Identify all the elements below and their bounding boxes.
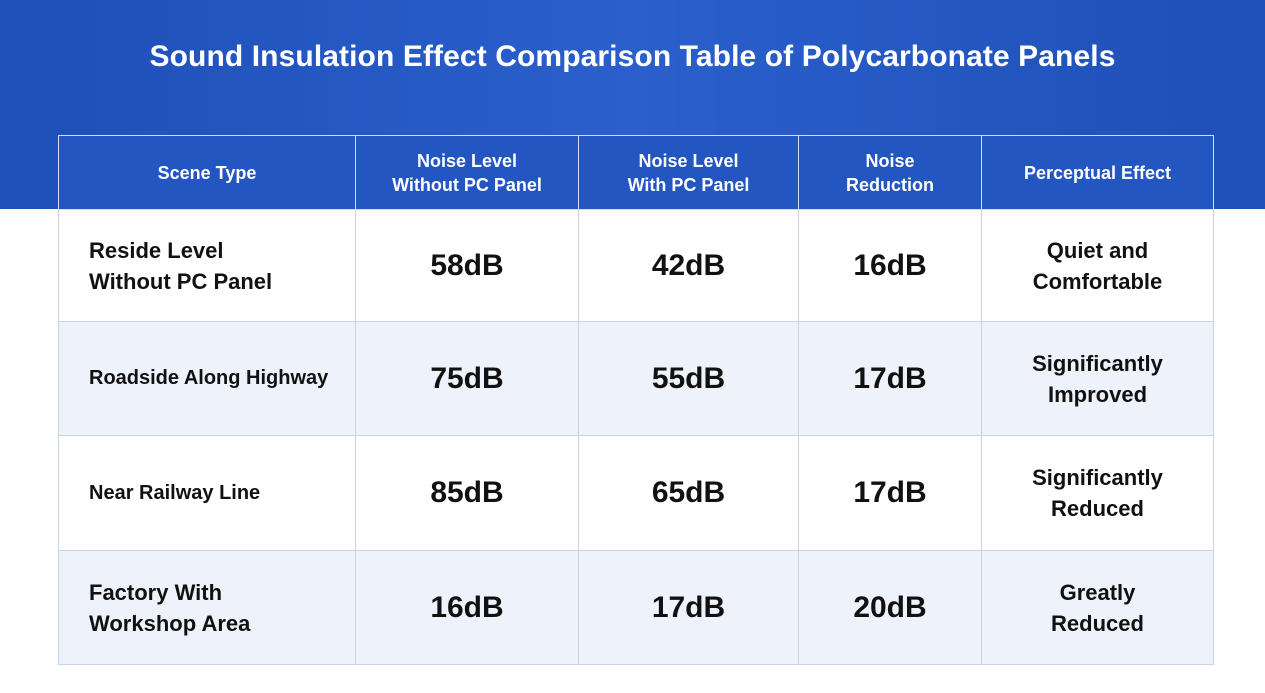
cell-scene: Roadside Along Highway [58, 321, 356, 436]
cell-noise-with: 65dB [578, 435, 799, 551]
header-scene-type: Scene Type [58, 135, 356, 210]
header-noise-reduction: Noise Reduction [798, 135, 982, 210]
table-row: Roadside Along Highway 75dB 55dB 17dB Si… [58, 321, 1214, 436]
cell-noise-with: 17dB [578, 550, 799, 665]
cell-noise-reduction: 20dB [798, 550, 982, 665]
comparison-table: Scene Type Noise Level Without PC Panel … [58, 135, 1214, 665]
cell-noise-without: 75dB [355, 321, 579, 436]
header-noise-without: Noise Level Without PC Panel [355, 135, 579, 210]
cell-perceptual-effect: Quiet and Comfortable [981, 209, 1214, 322]
table-row: Reside Level Without PC Panel 58dB 42dB … [58, 209, 1214, 322]
cell-noise-without: 85dB [355, 435, 579, 551]
header-noise-with: Noise Level With PC Panel [578, 135, 799, 210]
cell-perceptual-effect: Significantly Improved [981, 321, 1214, 436]
table-row: Near Railway Line 85dB 65dB 17dB Signifi… [58, 435, 1214, 551]
cell-noise-with: 42dB [578, 209, 799, 322]
table-header-row: Scene Type Noise Level Without PC Panel … [58, 135, 1214, 210]
cell-noise-without: 16dB [355, 550, 579, 665]
cell-noise-reduction: 17dB [798, 321, 982, 436]
table-row: Factory With Workshop Area 16dB 17dB 20d… [58, 550, 1214, 665]
cell-noise-without: 58dB [355, 209, 579, 322]
cell-scene: Reside Level Without PC Panel [58, 209, 356, 322]
cell-noise-reduction: 16dB [798, 209, 982, 322]
cell-perceptual-effect: Greatly Reduced [981, 550, 1214, 665]
cell-perceptual-effect: Significantly Reduced [981, 435, 1214, 551]
cell-noise-reduction: 17dB [798, 435, 982, 551]
cell-scene: Near Railway Line [58, 435, 356, 551]
cell-noise-with: 55dB [578, 321, 799, 436]
header-perceptual-effect: Perceptual Effect [981, 135, 1214, 210]
cell-scene: Factory With Workshop Area [58, 550, 356, 665]
page-title: Sound Insulation Effect Comparison Table… [149, 40, 1116, 73]
